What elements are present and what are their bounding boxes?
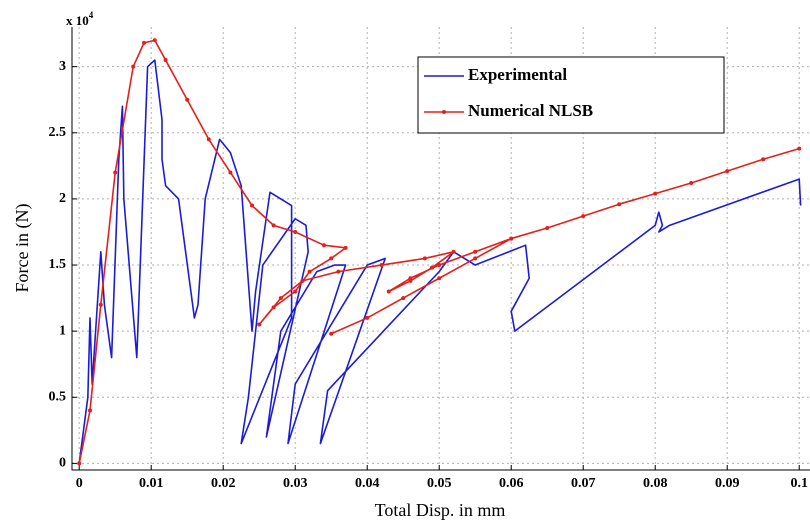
y-tick-label: 0.5 xyxy=(49,389,67,404)
series-marker xyxy=(228,170,233,175)
series-marker xyxy=(131,64,136,69)
legend-label: Numerical NLSB xyxy=(468,101,593,120)
plot-frame xyxy=(71,27,810,471)
y-multiplier-base: x 10 xyxy=(66,13,89,28)
series-marker xyxy=(473,256,478,261)
series-marker xyxy=(185,97,190,102)
series-marker xyxy=(473,249,478,254)
x-tick-label: 0.02 xyxy=(211,476,236,491)
y-tick-label: 1.5 xyxy=(49,257,67,272)
series-marker xyxy=(278,296,283,301)
y-tick-label: 2 xyxy=(59,191,66,206)
x-tick-label: 0.07 xyxy=(571,476,596,491)
y-axis-label: Force in (N) xyxy=(12,204,33,293)
series-marker xyxy=(88,408,92,413)
series-marker xyxy=(293,289,298,294)
series-marker xyxy=(98,302,103,307)
series-marker xyxy=(725,169,730,174)
series-marker xyxy=(250,203,254,208)
x-axis-label: Total Disp. in mm xyxy=(375,500,506,520)
series-marker xyxy=(545,226,550,231)
series-marker xyxy=(329,256,334,261)
x-tick-label: 0.1 xyxy=(790,476,808,491)
series-marker xyxy=(163,58,168,63)
series-marker xyxy=(581,214,586,219)
legend-label: Experimental xyxy=(468,65,567,84)
series-marker xyxy=(689,181,694,186)
x-tick-label: 0.08 xyxy=(643,476,668,491)
y-multiplier-exponent: 4 xyxy=(89,10,94,20)
series-marker xyxy=(451,249,456,254)
series-marker xyxy=(797,146,802,151)
series-marker xyxy=(293,229,298,234)
series-marker xyxy=(653,191,658,196)
x-tick-label: 0 xyxy=(76,476,83,491)
series-marker xyxy=(430,265,434,270)
series-marker xyxy=(509,236,514,241)
series-marker xyxy=(761,157,766,162)
series-marker xyxy=(408,276,413,281)
y-tick-label: 3 xyxy=(59,59,66,74)
series-line xyxy=(78,39,800,464)
series-marker xyxy=(365,315,370,320)
series-marker xyxy=(437,276,442,281)
series-marker xyxy=(142,40,146,45)
series-marker xyxy=(300,278,305,283)
series-marker xyxy=(257,322,262,327)
series-marker xyxy=(401,296,406,301)
y-tick-label: 0 xyxy=(59,456,66,471)
series-marker xyxy=(271,305,276,310)
x-tick-label: 0.04 xyxy=(355,476,380,491)
x-tick-label: 0.05 xyxy=(427,476,452,491)
series-marker xyxy=(422,256,427,261)
series-marker xyxy=(152,38,157,43)
series-marker xyxy=(206,137,211,142)
x-tick-label: 0.06 xyxy=(499,476,524,491)
series-line xyxy=(78,59,802,464)
y-tick-label: 1 xyxy=(59,323,66,338)
series-marker xyxy=(379,263,384,268)
x-tick-label: 0.01 xyxy=(139,476,164,491)
series-marker xyxy=(322,243,326,248)
x-tick-label: 0.09 xyxy=(715,476,740,491)
series-marker xyxy=(307,269,312,274)
y-tick-label: 2.5 xyxy=(49,125,67,140)
legend-box xyxy=(417,56,725,134)
series-marker xyxy=(329,331,334,336)
series-marker xyxy=(343,245,348,250)
series-marker xyxy=(617,202,622,207)
series-marker xyxy=(271,223,276,228)
y-multiplier: x 104 xyxy=(66,10,94,28)
series-marker xyxy=(113,170,118,175)
series-marker xyxy=(336,269,341,274)
series-marker xyxy=(437,263,442,268)
x-tick-label: 0.03 xyxy=(283,476,308,491)
legend-marker xyxy=(442,110,446,114)
series-marker xyxy=(386,289,391,294)
series-marker xyxy=(77,461,82,466)
